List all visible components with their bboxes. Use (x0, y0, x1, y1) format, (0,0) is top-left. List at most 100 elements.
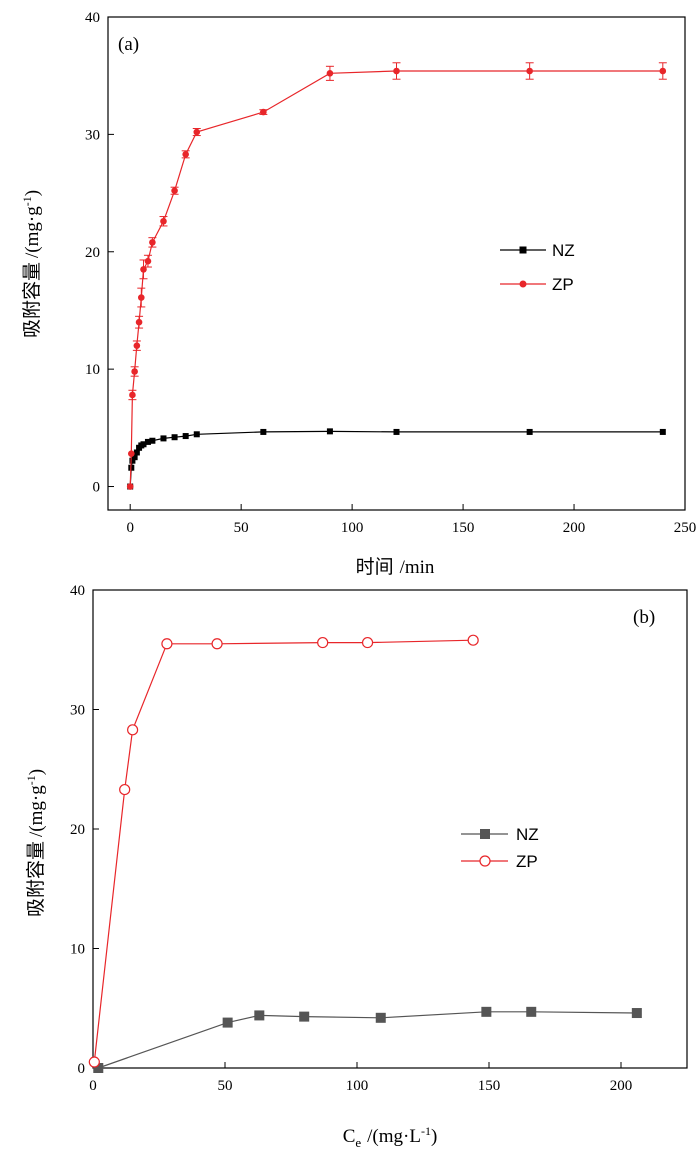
a-y-tick-label: 0 (93, 480, 101, 496)
a-y-tick-label: 40 (85, 10, 100, 26)
legend-nz-marker (519, 246, 527, 254)
b-zp-point (211, 638, 223, 650)
a-x-tick-label: 200 (563, 520, 586, 536)
a-zp-point (131, 368, 138, 375)
a-zp-point (326, 70, 334, 77)
a-y-tick-label: 30 (85, 127, 100, 143)
a-nz-point (160, 435, 167, 442)
panel-b-plot-frame (92, 589, 688, 1069)
a-zp-point (260, 108, 267, 116)
a-zp-line (129, 70, 663, 487)
a-nz-point (140, 441, 147, 448)
a-x-tick-label: 250 (674, 520, 697, 536)
a-zp-point (128, 450, 135, 457)
a-nz-point (129, 457, 136, 464)
a-nz-point (133, 449, 140, 456)
legend-nz-label: NZ (552, 241, 575, 260)
a-x-tick-label: 0 (126, 520, 134, 536)
panel-a-x-label: 时间/min (356, 556, 435, 578)
a-nz-point (260, 428, 267, 435)
a-nz-point (526, 428, 533, 435)
b-nz-point (93, 1063, 104, 1073)
b-y-tick-label: 20 (70, 822, 85, 838)
a-zp-point (393, 67, 400, 75)
b-nz-point (222, 1017, 233, 1028)
panel-b-label: (b) (633, 607, 655, 628)
b-x-tick-label: 0 (89, 1078, 97, 1094)
a-zp-point (135, 318, 143, 326)
a-nz-point (171, 434, 178, 441)
a-zp-point (193, 128, 201, 136)
panel-b-y-label: 吸附容量/(mg·g-1) (24, 769, 47, 917)
a-y-tick-label: 20 (85, 245, 100, 261)
a-nz-line (129, 430, 663, 487)
legend-b-nz-label: NZ (516, 825, 539, 844)
a-nz-point (182, 433, 189, 440)
b-y-tick-label: 10 (70, 942, 85, 958)
b-nz-point (254, 1010, 265, 1021)
panel-a-y-label: 吸附容量/(mg·g-1) (20, 190, 43, 338)
a-zp-point (171, 187, 178, 195)
a-nz-point (193, 431, 200, 438)
legend-b-zp-label: ZP (516, 852, 538, 871)
panel-a-legend: NZ ZP (500, 241, 575, 294)
b-zp-point (119, 783, 131, 796)
a-zp-point (133, 342, 141, 349)
a-y-tick-label: 10 (85, 362, 100, 378)
panel-a: (a) 0 10 20 30 40 0 50 100 150 200 250 吸附容量/(mg·g… (20, 10, 696, 578)
legend-b-zp-marker (479, 855, 491, 867)
a-nz-point (393, 428, 400, 435)
b-zp-point (127, 724, 139, 736)
b-nz-point (375, 1012, 386, 1023)
panel-a-plot-frame (107, 16, 686, 511)
b-zp-point (467, 634, 479, 646)
panel-a-x-axis: 0 50 100 150 200 250 (126, 504, 696, 536)
a-zp-point (149, 239, 156, 246)
a-zp-point (182, 151, 189, 158)
b-zp-point (317, 636, 329, 649)
a-zp-point (144, 257, 152, 265)
panel-a-y-axis: 0 10 20 30 40 (85, 10, 114, 496)
b-x-tick-label: 50 (218, 1078, 233, 1094)
b-zp-point (161, 638, 173, 650)
a-nz-point (131, 454, 138, 461)
b-y-tick-label: 40 (70, 583, 85, 599)
a-zp-point (140, 266, 147, 273)
panel-a-series (126, 62, 667, 490)
panel-b-legend: NZ ZP (461, 825, 539, 871)
panel-b-x-axis: 0 50 100 150 200 (89, 1062, 632, 1094)
b-x-tick-label: 200 (610, 1078, 633, 1094)
b-nz-point (526, 1006, 537, 1017)
panel-b: (b) 0 10 20 30 40 0 50 100 150 200 吸附容量/(mg·g-1)… (24, 583, 688, 1150)
a-nz-point (144, 438, 151, 445)
a-zp-point (126, 483, 134, 490)
b-y-tick-label: 30 (70, 703, 85, 719)
b-zp-point (361, 636, 374, 649)
b-zp-point (88, 1056, 100, 1068)
a-zp-point (526, 67, 533, 75)
b-nz-point (299, 1011, 310, 1022)
b-y-tick-label: 0 (78, 1061, 86, 1077)
a-nz-point (326, 428, 333, 435)
a-zp-point (160, 217, 167, 225)
a-x-tick-label: 150 (452, 520, 475, 536)
b-nz-point (481, 1006, 492, 1017)
a-zp-point (659, 67, 667, 75)
legend-zp-label: ZP (552, 275, 574, 294)
b-x-tick-label: 150 (478, 1078, 501, 1094)
a-zp-point (137, 294, 145, 301)
b-x-tick-label: 100 (346, 1078, 369, 1094)
panel-b-x-label: Ce/(mg·L-1) (343, 1124, 438, 1150)
panel-a-label: (a) (118, 34, 139, 55)
a-zp-point (129, 391, 136, 399)
a-nz-point (659, 428, 666, 435)
panel-b-y-axis: 0 10 20 30 40 (70, 583, 99, 1077)
legend-b-nz-marker (480, 829, 490, 839)
b-nz-point (631, 1008, 642, 1019)
b-nz-line (98, 1011, 637, 1069)
b-zp-line (93, 639, 474, 1063)
a-x-tick-label: 100 (341, 520, 364, 536)
a-nz-point (149, 437, 156, 444)
a-x-tick-label: 50 (234, 520, 249, 536)
